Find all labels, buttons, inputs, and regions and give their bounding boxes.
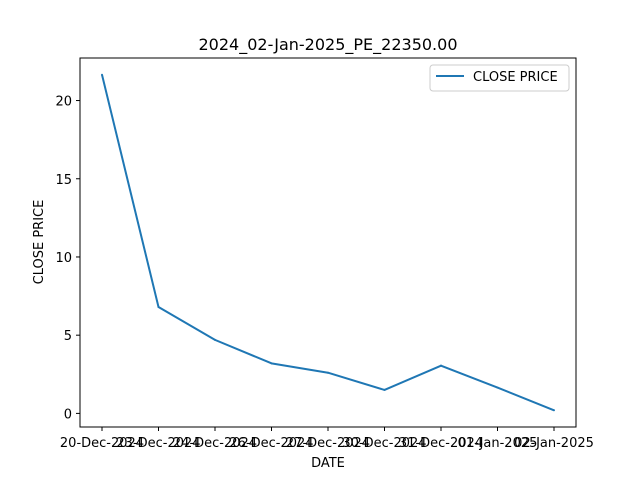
plot-area <box>80 58 576 427</box>
data-point <box>553 409 555 412</box>
x-axis-label: DATE <box>311 456 345 471</box>
y-axis-ticks: 0 5 10 15 20 <box>55 95 80 422</box>
data-point <box>440 364 442 367</box>
x-tick-label: 02-Jan-2025 <box>514 436 594 451</box>
x-tick-label: 01-Jan-2025 <box>458 436 538 451</box>
y-tick-label: 20 <box>55 95 72 110</box>
data-point <box>101 73 103 76</box>
x-tick-label: 23-Dec-2024 <box>116 436 200 451</box>
data-point <box>327 371 329 374</box>
data-point <box>214 338 216 341</box>
data-point <box>270 362 273 365</box>
series-group <box>101 73 555 412</box>
y-tick-label: 0 <box>64 407 72 422</box>
data-point <box>383 388 386 391</box>
x-tick-label: 31-Dec-2024 <box>399 436 483 451</box>
legend: CLOSE PRICE <box>429 64 570 92</box>
y-tick-label: 10 <box>55 251 72 266</box>
y-tick-label: 5 <box>64 329 72 344</box>
y-tick-label: 15 <box>55 173 72 188</box>
x-tick-label: 30-Dec-2024 <box>342 436 426 451</box>
x-tick-label: 26-Dec-2024 <box>229 436 313 451</box>
x-tick-label: 27-Dec-2024 <box>286 436 370 451</box>
y-axis-label: CLOSE PRICE <box>32 200 47 285</box>
x-axis-ticks: 20-Dec-202423-Dec-202424-Dec-202426-Dec-… <box>60 427 594 451</box>
x-tick-label: 20-Dec-2024 <box>60 436 144 451</box>
data-point <box>496 386 499 389</box>
legend-label: CLOSE PRICE <box>473 70 558 85</box>
plot-frame <box>79 57 577 428</box>
chart-title: 2024_02-Jan-2025_PE_22350.00 <box>199 35 458 55</box>
data-point <box>157 306 160 309</box>
legend-box <box>429 64 570 92</box>
x-tick-label: 24-Dec-2024 <box>173 436 257 451</box>
